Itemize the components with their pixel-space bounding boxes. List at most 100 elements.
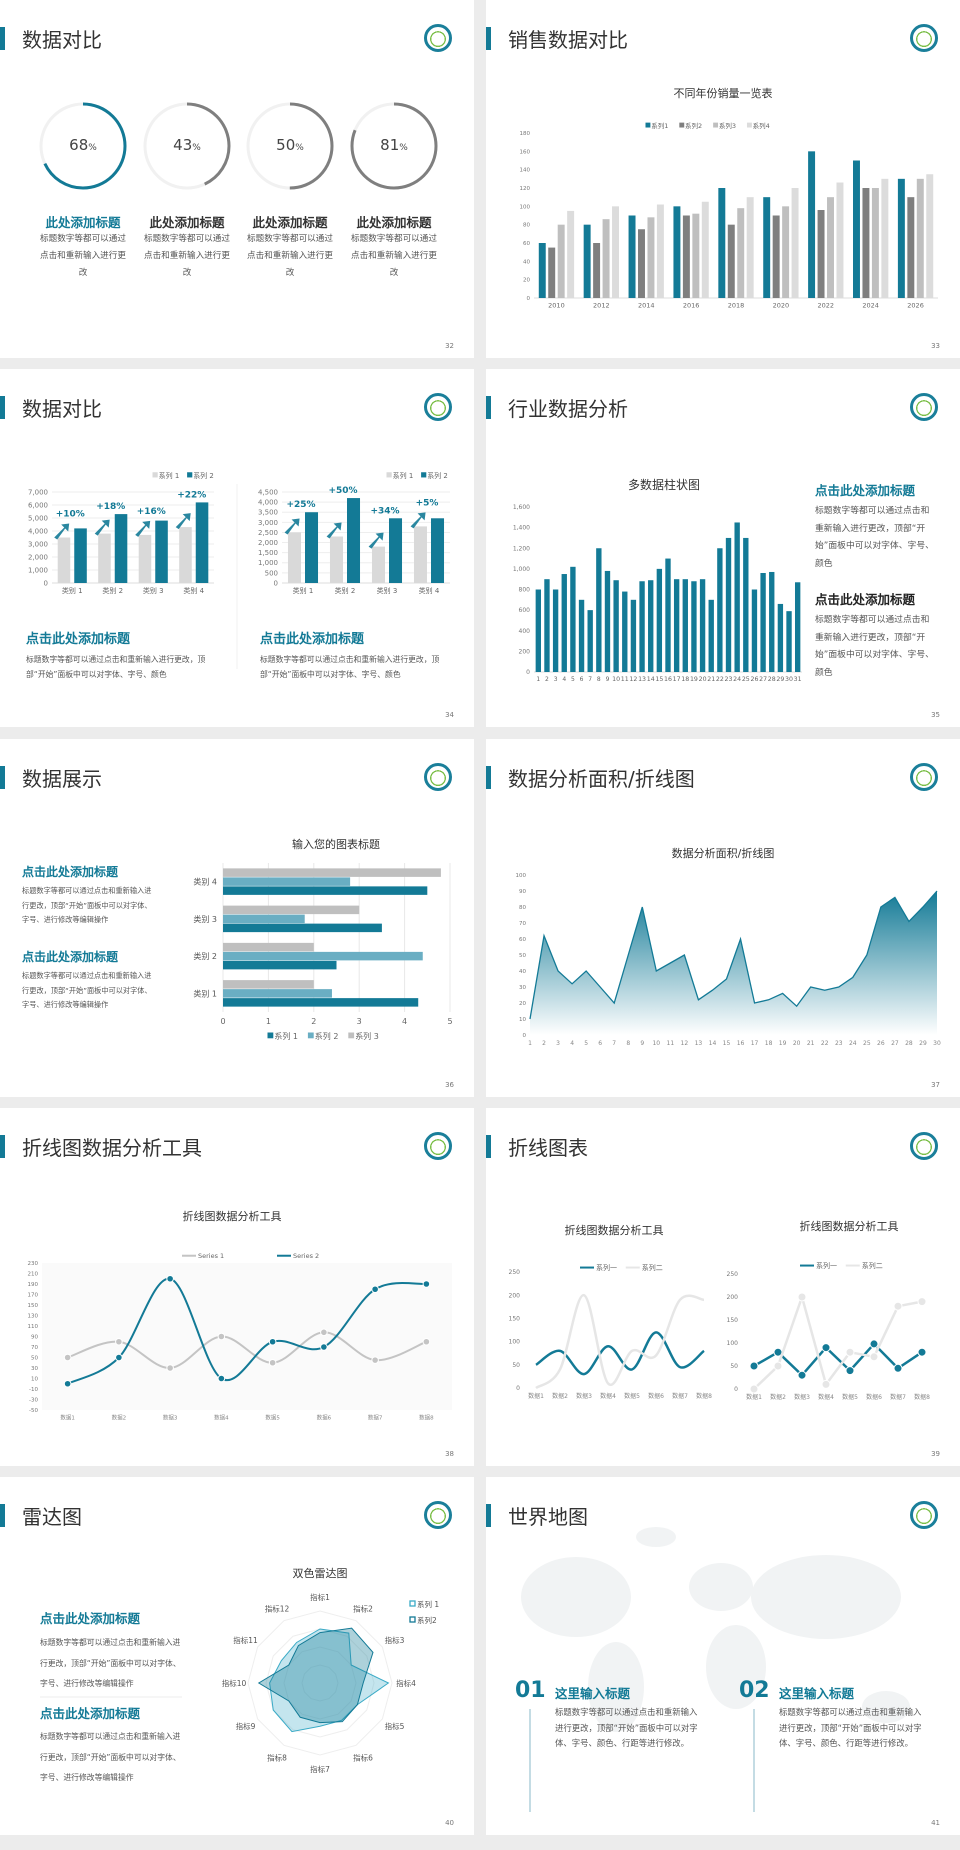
data-point[interactable] [845, 1347, 855, 1357]
slide-34[interactable]: 数据对比 34 系列 1 系列 2 系列 1 系列 2 0 1,000 2,000 3,000 4,… [0, 369, 474, 727]
bar[interactable] [782, 206, 790, 298]
legend-item[interactable]: 系列 2 [421, 471, 448, 480]
bar[interactable] [656, 204, 664, 299]
legend-item[interactable]: 系列 1 [152, 471, 179, 480]
series-line[interactable] [535, 1331, 705, 1376]
data-point[interactable] [893, 1363, 903, 1373]
bar[interactable] [389, 518, 403, 583]
bar[interactable] [743, 537, 749, 672]
bar[interactable] [557, 224, 565, 298]
legend-item[interactable]: 系列3 [713, 121, 736, 130]
bar[interactable] [897, 178, 905, 298]
slide-36[interactable]: 数据展示 36 输入您的图表标题 0 1 2 3 4 5 类别 1 类别 2 类别 3 类别 4 系列 1… [0, 739, 474, 1097]
bar[interactable] [612, 206, 619, 298]
bar[interactable] [287, 532, 301, 583]
bar[interactable] [691, 581, 697, 672]
series-line[interactable] [535, 1293, 705, 1390]
bar[interactable] [871, 188, 879, 298]
bar[interactable] [544, 579, 550, 672]
bar[interactable] [548, 247, 556, 298]
bar[interactable] [772, 215, 780, 299]
bar[interactable] [371, 546, 385, 583]
data-point[interactable] [917, 1347, 927, 1357]
slide-32[interactable]: 数据对比 32 68% 此处添加标题 标题数字等都可以通过点击和重新输入进行更改 43% 此… [0, 0, 474, 358]
bar[interactable] [195, 502, 209, 583]
slide-40[interactable]: 雷达图 40 双色雷达图 指标1 指标2 指标3 指标4 指标5 指标6 指标7 指标8 指标9 指标1… [0, 1477, 474, 1835]
bar[interactable] [630, 599, 637, 672]
bar[interactable] [682, 215, 690, 299]
legend-item[interactable]: 系列 1 [386, 471, 413, 480]
bar[interactable] [223, 960, 337, 970]
series-line[interactable] [67, 1277, 427, 1385]
bar[interactable] [583, 224, 591, 298]
data-point[interactable] [268, 1358, 277, 1367]
bar[interactable] [692, 213, 700, 298]
data-point[interactable] [63, 1379, 72, 1388]
bar[interactable] [602, 219, 610, 298]
data-point[interactable] [845, 1366, 855, 1376]
bar[interactable] [613, 580, 619, 672]
bar[interactable] [727, 224, 735, 298]
bar[interactable] [717, 548, 723, 672]
bar[interactable] [413, 526, 427, 583]
legend-item[interactable]: 系列二 [625, 1263, 663, 1272]
bar[interactable] [587, 610, 593, 672]
bar[interactable] [622, 591, 628, 672]
data-point[interactable] [797, 1370, 807, 1380]
legend-item[interactable]: 系列一 [580, 1263, 617, 1272]
bar[interactable] [639, 581, 645, 672]
radar-series[interactable] [257, 1627, 374, 1724]
bar[interactable] [827, 197, 834, 298]
bar[interactable] [734, 522, 740, 672]
bar[interactable] [567, 210, 575, 298]
data-point[interactable] [749, 1361, 759, 1371]
bar[interactable] [682, 579, 688, 672]
bar[interactable] [74, 528, 87, 583]
data-point[interactable] [422, 1337, 431, 1346]
bar[interactable] [223, 905, 360, 915]
bar[interactable] [223, 923, 382, 933]
bar[interactable] [769, 571, 775, 672]
bar[interactable] [746, 197, 754, 298]
bar[interactable] [648, 580, 654, 672]
bar[interactable] [223, 998, 419, 1007]
slide-33[interactable]: 销售数据对比 33 不同年份销量一览表 系列1 系列2 系列3 系列4 0 20 40 60 80 10… [486, 0, 960, 358]
bar[interactable] [862, 188, 870, 298]
bar[interactable] [57, 537, 71, 584]
bar[interactable] [808, 151, 816, 298]
bar[interactable] [628, 215, 636, 299]
legend-item[interactable]: 系列2 [679, 121, 702, 130]
bar[interactable] [223, 914, 305, 924]
bar[interactable] [552, 589, 559, 673]
data-point[interactable] [166, 1364, 174, 1372]
bar[interactable] [223, 980, 314, 989]
bar[interactable] [431, 518, 445, 583]
bar[interactable] [223, 886, 428, 895]
data-point[interactable] [166, 1274, 174, 1283]
data-point[interactable] [217, 1332, 226, 1341]
legend-item[interactable]: 系列1 [645, 121, 668, 130]
bar[interactable] [647, 217, 655, 298]
bar[interactable] [853, 160, 860, 299]
bar[interactable] [223, 868, 441, 877]
data-point[interactable] [797, 1292, 807, 1302]
legend-item[interactable]: 系列一 [800, 1261, 837, 1270]
data-point[interactable] [821, 1343, 831, 1353]
bar[interactable] [114, 514, 128, 583]
bar[interactable] [926, 174, 934, 298]
bar[interactable] [708, 599, 714, 672]
data-point[interactable] [773, 1361, 783, 1371]
bar[interactable] [538, 243, 546, 298]
bar[interactable] [638, 229, 645, 298]
data-point[interactable] [63, 1353, 72, 1362]
data-point[interactable] [869, 1352, 879, 1362]
bar[interactable] [329, 536, 343, 583]
bar[interactable] [223, 951, 423, 961]
data-point[interactable] [320, 1343, 328, 1351]
bar[interactable] [916, 178, 924, 298]
data-point[interactable] [893, 1301, 903, 1311]
bar[interactable] [535, 589, 542, 673]
bar[interactable] [223, 877, 351, 886]
data-point[interactable] [320, 1328, 328, 1337]
bar[interactable] [223, 942, 314, 952]
